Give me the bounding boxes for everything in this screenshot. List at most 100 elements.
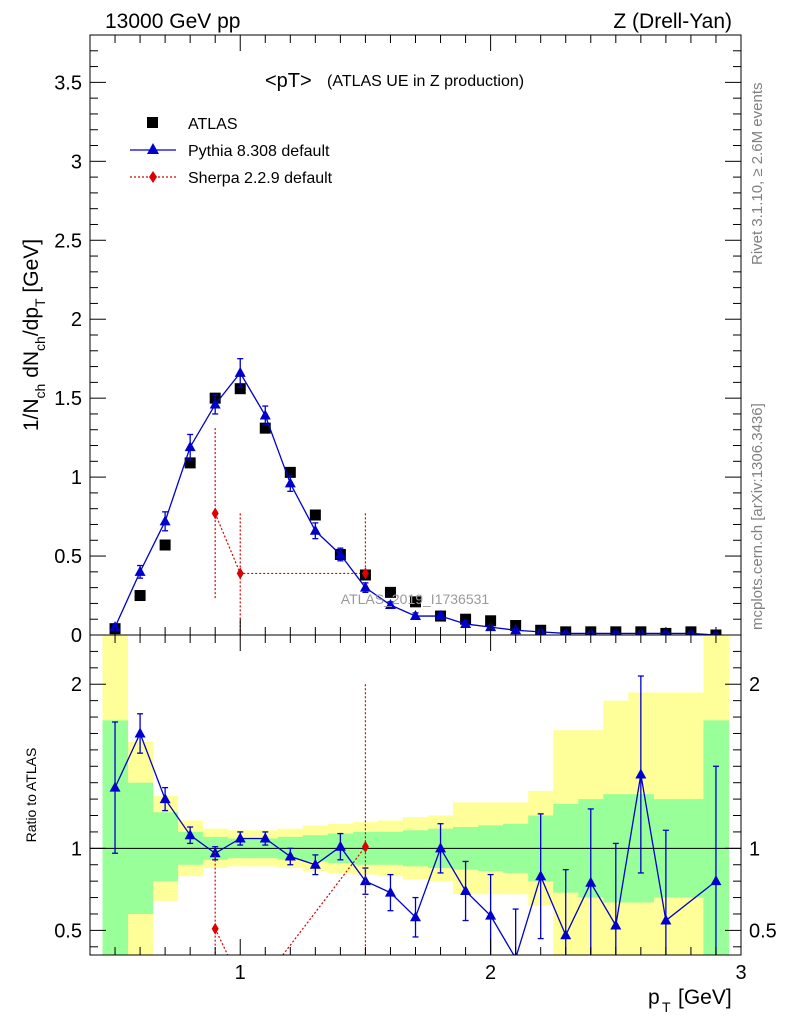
ratio-pythia-point	[309, 858, 321, 869]
x-tick-label: 1	[235, 962, 246, 984]
x-tick-label: 2	[485, 962, 496, 984]
pythia-point	[209, 398, 221, 409]
ratio-pythia-point	[259, 832, 271, 843]
rivet-version-label: Rivet 3.1.10, ≥ 2.6M events	[749, 83, 766, 266]
ratio-pythia-point	[134, 727, 146, 738]
atlas-point	[234, 383, 246, 395]
pythia-point	[234, 366, 246, 377]
ratio-y-tick-label-right: 2	[749, 674, 760, 696]
sherpa-line	[214, 513, 366, 575]
sherpa-point	[211, 507, 219, 520]
ratio-pythia-point	[635, 768, 647, 779]
ratio-pythia-point	[184, 829, 196, 840]
y-tick-label: 2.5	[54, 230, 82, 252]
atlas-point	[309, 509, 321, 521]
ratio-sherpa-line	[214, 928, 229, 955]
x-axis-label: p T [GeV]	[648, 986, 732, 1015]
atlas-point	[384, 586, 396, 598]
atlas-point	[284, 466, 296, 478]
atlas-point	[134, 590, 146, 602]
atlas-point	[184, 457, 196, 469]
y-axis-label: 1/Nch dNch/dpT [GeV]	[20, 239, 48, 431]
atlas-point	[410, 596, 421, 608]
ratio-y-tick-label-right: 0.5	[749, 920, 777, 942]
ratio-pythia-point	[359, 875, 371, 886]
process-label: Z (Drell-Yan)	[613, 10, 732, 33]
ratio-panel: 1 2 30.5 0.51 12 2	[54, 634, 777, 984]
ratio-pythia-point	[109, 781, 121, 792]
pythia-point	[460, 617, 472, 628]
ratio-y-tick-label-left: 1	[71, 838, 82, 860]
energy-label: 13000 GeV pp	[105, 10, 240, 33]
ratio-pythia-point	[585, 876, 597, 887]
atlas-point	[259, 422, 271, 434]
legend-atlas-label: ATLAS	[188, 116, 238, 133]
ratio-pythia-point	[610, 919, 622, 930]
y-tick-label: 1	[71, 467, 82, 489]
chart-subtitle: (ATLAS UE in Z production)	[327, 73, 524, 90]
pythia-point	[359, 581, 371, 592]
legend-pythia-marker	[147, 143, 159, 154]
ratio-pythia-point	[710, 875, 722, 886]
legend-atlas-marker	[147, 117, 158, 128]
ratio-pythia-point	[460, 885, 472, 895]
ratio-pythia-point	[159, 793, 171, 804]
ratio-y-tick-label-left: 2	[71, 674, 82, 696]
svg-text:T: T	[662, 999, 671, 1015]
pythia-point	[259, 409, 271, 420]
ratio-y-tick-label-right: 1	[749, 838, 760, 860]
pythia-point	[284, 477, 296, 488]
pythia-point	[435, 610, 447, 621]
pythia-point	[384, 599, 396, 609]
y-tick-label: 3	[71, 151, 82, 173]
ratio-pythia-point	[560, 929, 572, 940]
ratio-pythia-point	[384, 886, 396, 897]
main-panel: 0 0.5 1 1.5 2 2.5 3 3.5 <pT> (ATLAS UE in Z pro…	[54, 34, 742, 647]
ratio-band-inner	[152, 812, 179, 882]
ratio-pythia-point	[485, 909, 497, 920]
pythia-point	[309, 524, 321, 535]
ratio-pythia-point	[660, 914, 672, 925]
ratio-pythia-point	[284, 850, 296, 861]
analysis-watermark: ATLAS_2019_I1736531	[341, 591, 490, 607]
sherpa-point	[361, 567, 369, 580]
pythia-point	[184, 441, 196, 452]
main-plot-area: 0 0.5 1 1.5 2 2.5 3 3.5	[54, 34, 742, 647]
sherpa-point	[236, 567, 244, 580]
ratio-pythia-series	[109, 675, 722, 955]
pythia-point	[159, 515, 171, 526]
ratio-bands	[102, 635, 729, 955]
y-tick-label: 2	[71, 309, 82, 331]
ratio-sherpa-line	[282, 846, 366, 955]
legend-sherpa-label: Sherpa 2.2.9 default	[188, 170, 333, 187]
ratio-pythia-point	[410, 911, 421, 922]
mcplots-label: mcplots.cern.ch [arXiv:1306.3436]	[749, 403, 766, 630]
pythia-point	[134, 565, 146, 576]
pythia-point	[410, 610, 421, 621]
ratio-sherpa-series	[211, 684, 369, 955]
ratio-y-axis-label: Ratio to ATLAS	[23, 748, 39, 843]
legend-pythia-label: Pythia 8.308 default	[188, 143, 330, 160]
ratio-pythia-point	[435, 842, 447, 853]
y-tick-label: 0.5	[54, 546, 82, 568]
legend-sherpa-marker	[149, 171, 157, 183]
svg-text:p: p	[648, 986, 660, 1009]
y-tick-label: 3.5	[54, 72, 82, 94]
ratio-pythia-point	[334, 840, 346, 851]
ratio-pythia-point	[234, 832, 246, 843]
pythia-point	[334, 548, 346, 559]
ratio-y-tick-label-left: 0.5	[54, 920, 82, 942]
y-tick-label: 0	[71, 625, 82, 647]
ratio-sherpa-point	[211, 922, 219, 935]
ratio-pythia-point	[535, 870, 547, 881]
svg-text:[GeV]: [GeV]	[678, 986, 732, 1009]
ratio-pythia-line	[114, 731, 717, 955]
atlas-point	[159, 539, 171, 551]
ratio-plot-area: 1 2 30.5 0.51 12 2	[54, 634, 777, 984]
y-tick-label: 1.5	[54, 388, 82, 410]
ratio-sherpa-point	[361, 840, 369, 853]
x-tick-label: 3	[735, 962, 746, 984]
svg-text:1/Nch dNch/dpT [GeV]: 1/Nch dNch/dpT [GeV]	[20, 239, 48, 431]
legend: ATLAS Pythia 8.308 default Sherpa 2.2.9 …	[130, 116, 333, 187]
